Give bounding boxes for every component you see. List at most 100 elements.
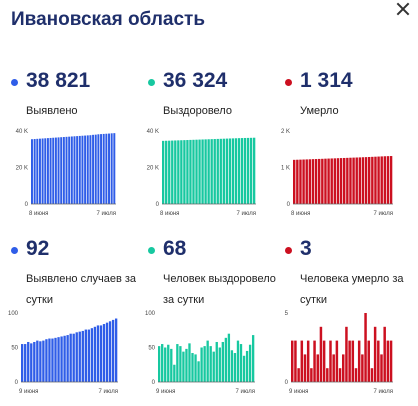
y-tick-label: 5 — [285, 311, 289, 317]
bar — [313, 340, 316, 382]
bar — [36, 138, 39, 204]
bar — [221, 341, 224, 382]
bar — [179, 346, 182, 382]
y-tick-label: 0 — [287, 202, 291, 208]
bar — [354, 368, 358, 382]
bar — [27, 341, 30, 382]
recovered-total: 36 324 — [163, 69, 228, 92]
bar — [342, 354, 345, 382]
bar — [114, 318, 118, 382]
x-label-end: 7 июля — [236, 389, 255, 395]
x-label-start: 8 июня — [160, 211, 179, 217]
y-tick-label: 2 K — [281, 129, 290, 135]
bar — [99, 325, 103, 382]
bar — [311, 159, 315, 204]
y-tick-label: 20 K — [147, 166, 159, 172]
bar — [316, 354, 319, 382]
bar — [81, 330, 84, 382]
bar — [41, 138, 44, 204]
bar — [335, 340, 339, 382]
chart-daily-deaths: 0 5 9 июня 7 июля — [285, 311, 393, 395]
y-tick-label: 50 — [148, 346, 155, 352]
bar — [248, 344, 252, 382]
bar — [100, 134, 103, 204]
bar — [62, 137, 65, 204]
bar — [243, 137, 247, 204]
bar — [174, 140, 177, 204]
close-icon[interactable] — [396, 2, 410, 16]
bar — [330, 158, 333, 204]
bar — [346, 157, 349, 204]
bar — [299, 159, 302, 204]
bar — [329, 340, 332, 382]
bar — [171, 140, 174, 204]
bar — [24, 344, 27, 382]
bar — [42, 340, 45, 382]
daily-detected-label: Выявлено случаев за сутки — [26, 273, 137, 306]
bar — [60, 137, 63, 204]
bar — [66, 335, 69, 382]
bar — [233, 353, 237, 382]
bar — [242, 355, 246, 382]
card-recovered: 36 324 Выздоровело 0 20 K 40 K 8 июня 7 июля — [147, 69, 280, 222]
bar — [194, 354, 197, 382]
bar — [367, 340, 370, 382]
bar — [377, 156, 380, 204]
bar — [192, 139, 195, 204]
recovered-label: Выздоровело — [163, 105, 232, 117]
bar — [93, 326, 97, 382]
chart-recovered: 0 20 K 40 K 8 июня 7 июля — [147, 129, 256, 217]
bar — [158, 346, 161, 382]
bar — [45, 339, 48, 382]
bar — [180, 140, 183, 204]
bar — [216, 138, 219, 204]
bar — [113, 133, 116, 204]
bar — [162, 140, 165, 204]
dot-daily-deaths — [285, 247, 292, 254]
dot-deaths — [285, 79, 292, 86]
bar — [111, 319, 115, 382]
bar — [97, 134, 100, 204]
x-label-end: 7 июля — [99, 389, 118, 395]
bar — [218, 347, 221, 382]
bar — [31, 139, 33, 204]
bar — [206, 340, 209, 382]
bar — [332, 354, 335, 382]
bar — [305, 159, 308, 204]
bar — [324, 158, 327, 204]
bar — [310, 368, 313, 382]
bar — [68, 136, 71, 204]
bar — [108, 321, 112, 382]
bar — [383, 156, 387, 204]
bar — [239, 344, 243, 382]
bar — [189, 139, 192, 204]
bar — [108, 133, 110, 204]
dot-daily-detected — [11, 247, 18, 254]
bar — [54, 337, 57, 382]
y-tick-label: 0 — [152, 380, 156, 386]
bar — [371, 156, 374, 204]
bar — [296, 159, 299, 204]
bar — [219, 138, 222, 204]
bar — [386, 340, 390, 382]
bar — [54, 137, 57, 204]
x-label-start: 8 июня — [291, 211, 310, 217]
bar — [364, 313, 367, 382]
bar — [249, 137, 253, 204]
bar — [185, 348, 188, 382]
deaths-total: 1 314 — [300, 69, 353, 92]
y-tick-label: 1 K — [281, 166, 290, 172]
bar — [327, 158, 330, 204]
bar — [336, 158, 340, 204]
y-tick-label: 0 — [15, 380, 19, 386]
card-detected: 38 821 Выявлено 0 20 K 40 K 8 июня 7 июля — [11, 69, 143, 222]
y-tick-label: 40 K — [16, 129, 28, 135]
bar — [84, 135, 87, 204]
bar — [177, 140, 180, 204]
bar — [303, 354, 307, 382]
x-label-start: 9 июня — [19, 389, 38, 395]
bar — [306, 340, 310, 382]
bar — [349, 157, 352, 204]
bar — [89, 135, 92, 204]
bar — [361, 157, 365, 204]
